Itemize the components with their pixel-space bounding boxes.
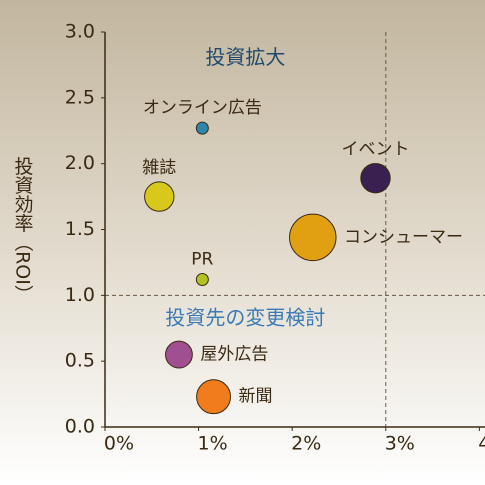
- point-label: コンシューマー: [344, 227, 463, 247]
- point-label: イベント: [341, 139, 409, 159]
- x-tick-label: 4%: [478, 433, 485, 455]
- point-label: 屋外広告: [200, 345, 268, 365]
- bubble: [289, 213, 337, 262]
- bubble: [195, 121, 209, 135]
- bubble: [165, 340, 193, 369]
- x-tick-label: 0%: [104, 433, 134, 455]
- y-tick-label: 2.5: [65, 86, 95, 108]
- x-tick-label: 2%: [291, 433, 321, 455]
- point-label: 新聞: [239, 387, 273, 407]
- annotation: 投資先の変更検討: [165, 306, 325, 330]
- y-tick-label: 2.0: [65, 152, 95, 174]
- annotation: 投資拡大: [205, 45, 285, 69]
- bubble: [196, 379, 232, 415]
- point-label: PR: [191, 250, 213, 270]
- y-tick-label: 0.5: [65, 350, 95, 372]
- bubble: [360, 162, 391, 194]
- bubble: [144, 181, 175, 212]
- point-label: 雑誌: [142, 158, 176, 178]
- y-axis-label: 投資効率（ROI）: [12, 156, 34, 304]
- y-tick-label: 3.0: [65, 21, 95, 43]
- y-tick-label: 1.0: [65, 284, 95, 306]
- point-label: オンライン広告: [143, 98, 262, 118]
- y-tick-label: 0.0: [65, 416, 95, 438]
- bubble: [195, 273, 209, 287]
- x-tick-label: 3%: [385, 433, 415, 455]
- x-tick-label: 1%: [198, 433, 228, 455]
- y-tick-label: 1.5: [65, 218, 95, 240]
